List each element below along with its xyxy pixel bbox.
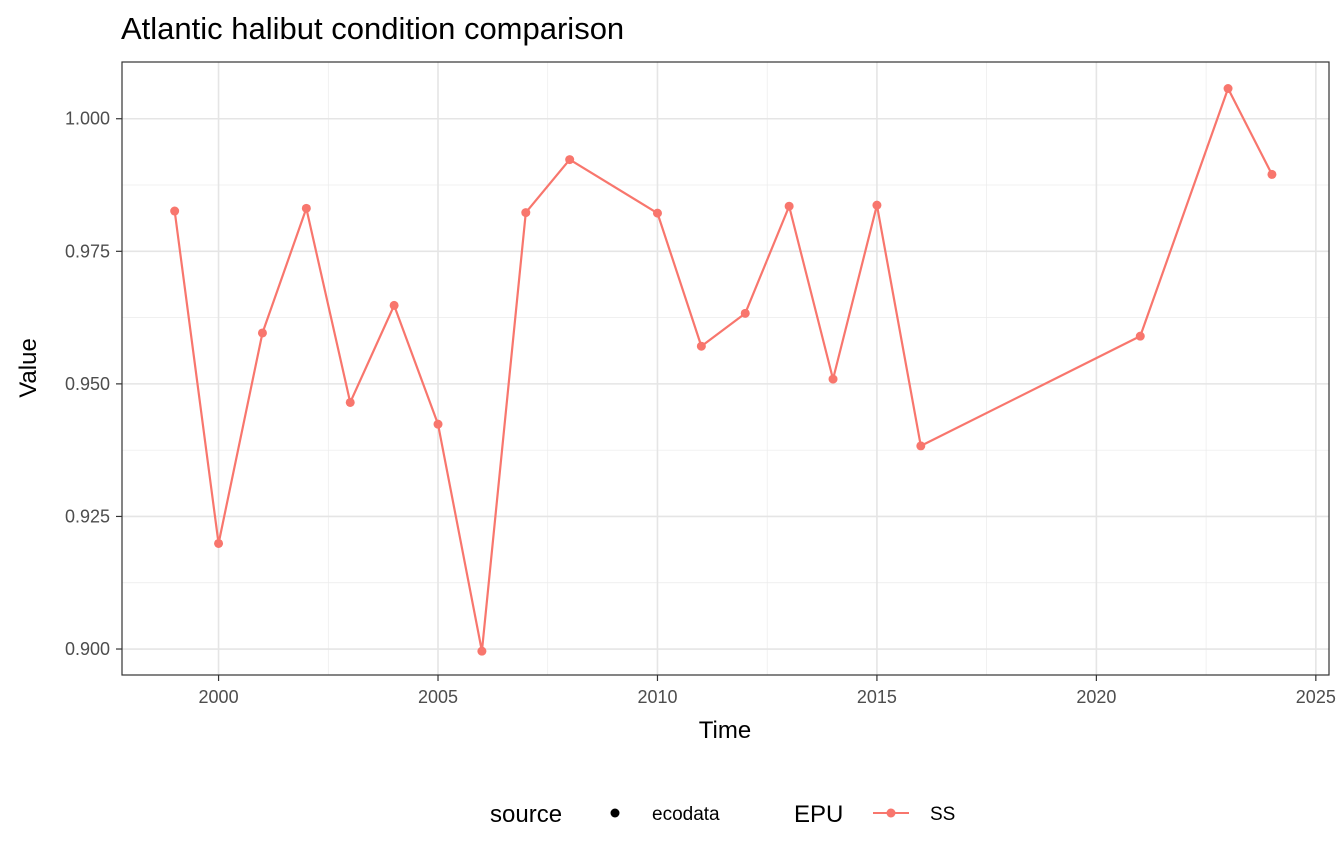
data-point xyxy=(565,155,575,165)
legend-source-title: source xyxy=(490,801,562,828)
major-gridlines xyxy=(122,62,1329,675)
legend-epu-dot-icon xyxy=(886,808,896,818)
legend-epu-title: EPU xyxy=(794,801,843,828)
data-point xyxy=(301,203,311,213)
series-line-ss xyxy=(173,87,1273,653)
series-layer xyxy=(170,84,1277,656)
data-point xyxy=(477,646,487,656)
data-point xyxy=(652,208,662,218)
data-point xyxy=(1223,84,1233,94)
x-axis-title: Time xyxy=(699,717,751,744)
x-tick-label: 2025 xyxy=(1296,687,1336,707)
data-point xyxy=(784,201,794,211)
data-point xyxy=(521,208,531,218)
data-point xyxy=(433,419,443,429)
y-axis-title: Value xyxy=(15,338,42,398)
y-tick-label: 0.925 xyxy=(65,506,110,526)
minor-gridlines xyxy=(122,62,1329,675)
plot-panel-border xyxy=(121,61,1330,676)
legend-source-dot-icon xyxy=(610,808,620,818)
x-tick-label: 2010 xyxy=(637,687,677,707)
data-point xyxy=(828,374,838,384)
y-tick-label: 0.950 xyxy=(65,374,110,394)
data-point xyxy=(345,397,355,407)
chart-title: Atlantic halibut condition comparison xyxy=(121,11,624,46)
data-point xyxy=(1135,331,1145,341)
data-point xyxy=(1267,169,1277,179)
legend-source-label: ecodata xyxy=(652,804,720,825)
data-point xyxy=(740,308,750,318)
y-tick-label: 1.000 xyxy=(65,109,110,129)
x-tick-label: 2000 xyxy=(199,687,239,707)
data-point xyxy=(916,441,926,451)
data-point xyxy=(170,206,180,216)
y-axis-ticks: 0.900 0.925 0.950 0.975 1.000 xyxy=(65,109,122,659)
y-tick-label: 0.975 xyxy=(65,241,110,261)
x-tick-label: 2005 xyxy=(418,687,458,707)
data-point xyxy=(696,341,706,351)
data-point xyxy=(257,328,267,338)
data-point xyxy=(389,300,399,310)
legend-epu-label: SS xyxy=(930,804,955,825)
x-tick-label: 2020 xyxy=(1076,687,1116,707)
x-tick-label: 2015 xyxy=(857,687,897,707)
x-axis-ticks: 2000 2005 2010 2015 2020 2025 xyxy=(199,675,1336,707)
data-point xyxy=(214,538,224,548)
data-point xyxy=(872,200,882,210)
y-tick-label: 0.900 xyxy=(65,639,110,659)
legend: source ecodata EPU SS xyxy=(490,801,955,828)
